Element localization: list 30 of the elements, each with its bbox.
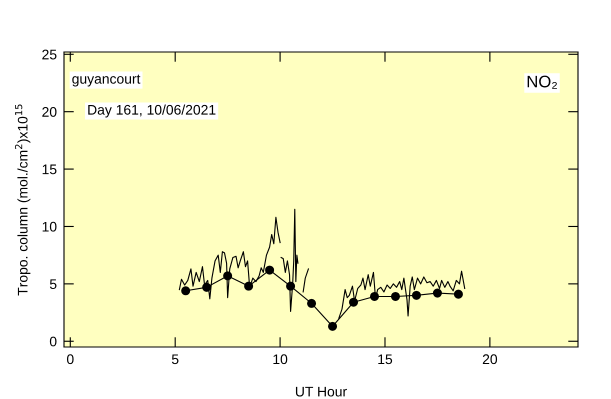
point [454,290,463,299]
x-tick-label: 20 [482,354,498,364]
y-tick-label: 20 [42,107,57,117]
point [265,266,274,275]
point [412,290,421,300]
y-tick-label: 5 [50,279,56,290]
annotation: Day 161, 10/06/2021 [88,104,216,118]
x-tick-label: 0 [66,354,74,364]
y-tick-label: 10 [42,222,57,232]
point [328,322,338,331]
y-tick-label: 15 [42,164,56,174]
point [349,298,358,307]
point [181,286,190,296]
x-tick-label: 15 [378,354,392,364]
point [390,292,400,302]
point [202,282,212,292]
x-tick-label: 10 [273,354,288,364]
point [223,271,232,280]
y-tick-label: 0 [50,336,57,346]
y-tick-label: 25 [42,50,56,60]
point [307,298,316,308]
annotation: NO₂ [528,76,557,89]
x-axis-title: UT Hour [296,386,347,397]
point [286,282,296,291]
y-axis-title: Tropo. column (mol./cm$^{2}$)x10$^{15}$ [14,104,30,296]
point [244,282,254,291]
point [432,288,442,298]
x-tick-label: 5 [172,354,178,364]
annotation: guyancourt [72,74,140,86]
point [370,292,380,302]
